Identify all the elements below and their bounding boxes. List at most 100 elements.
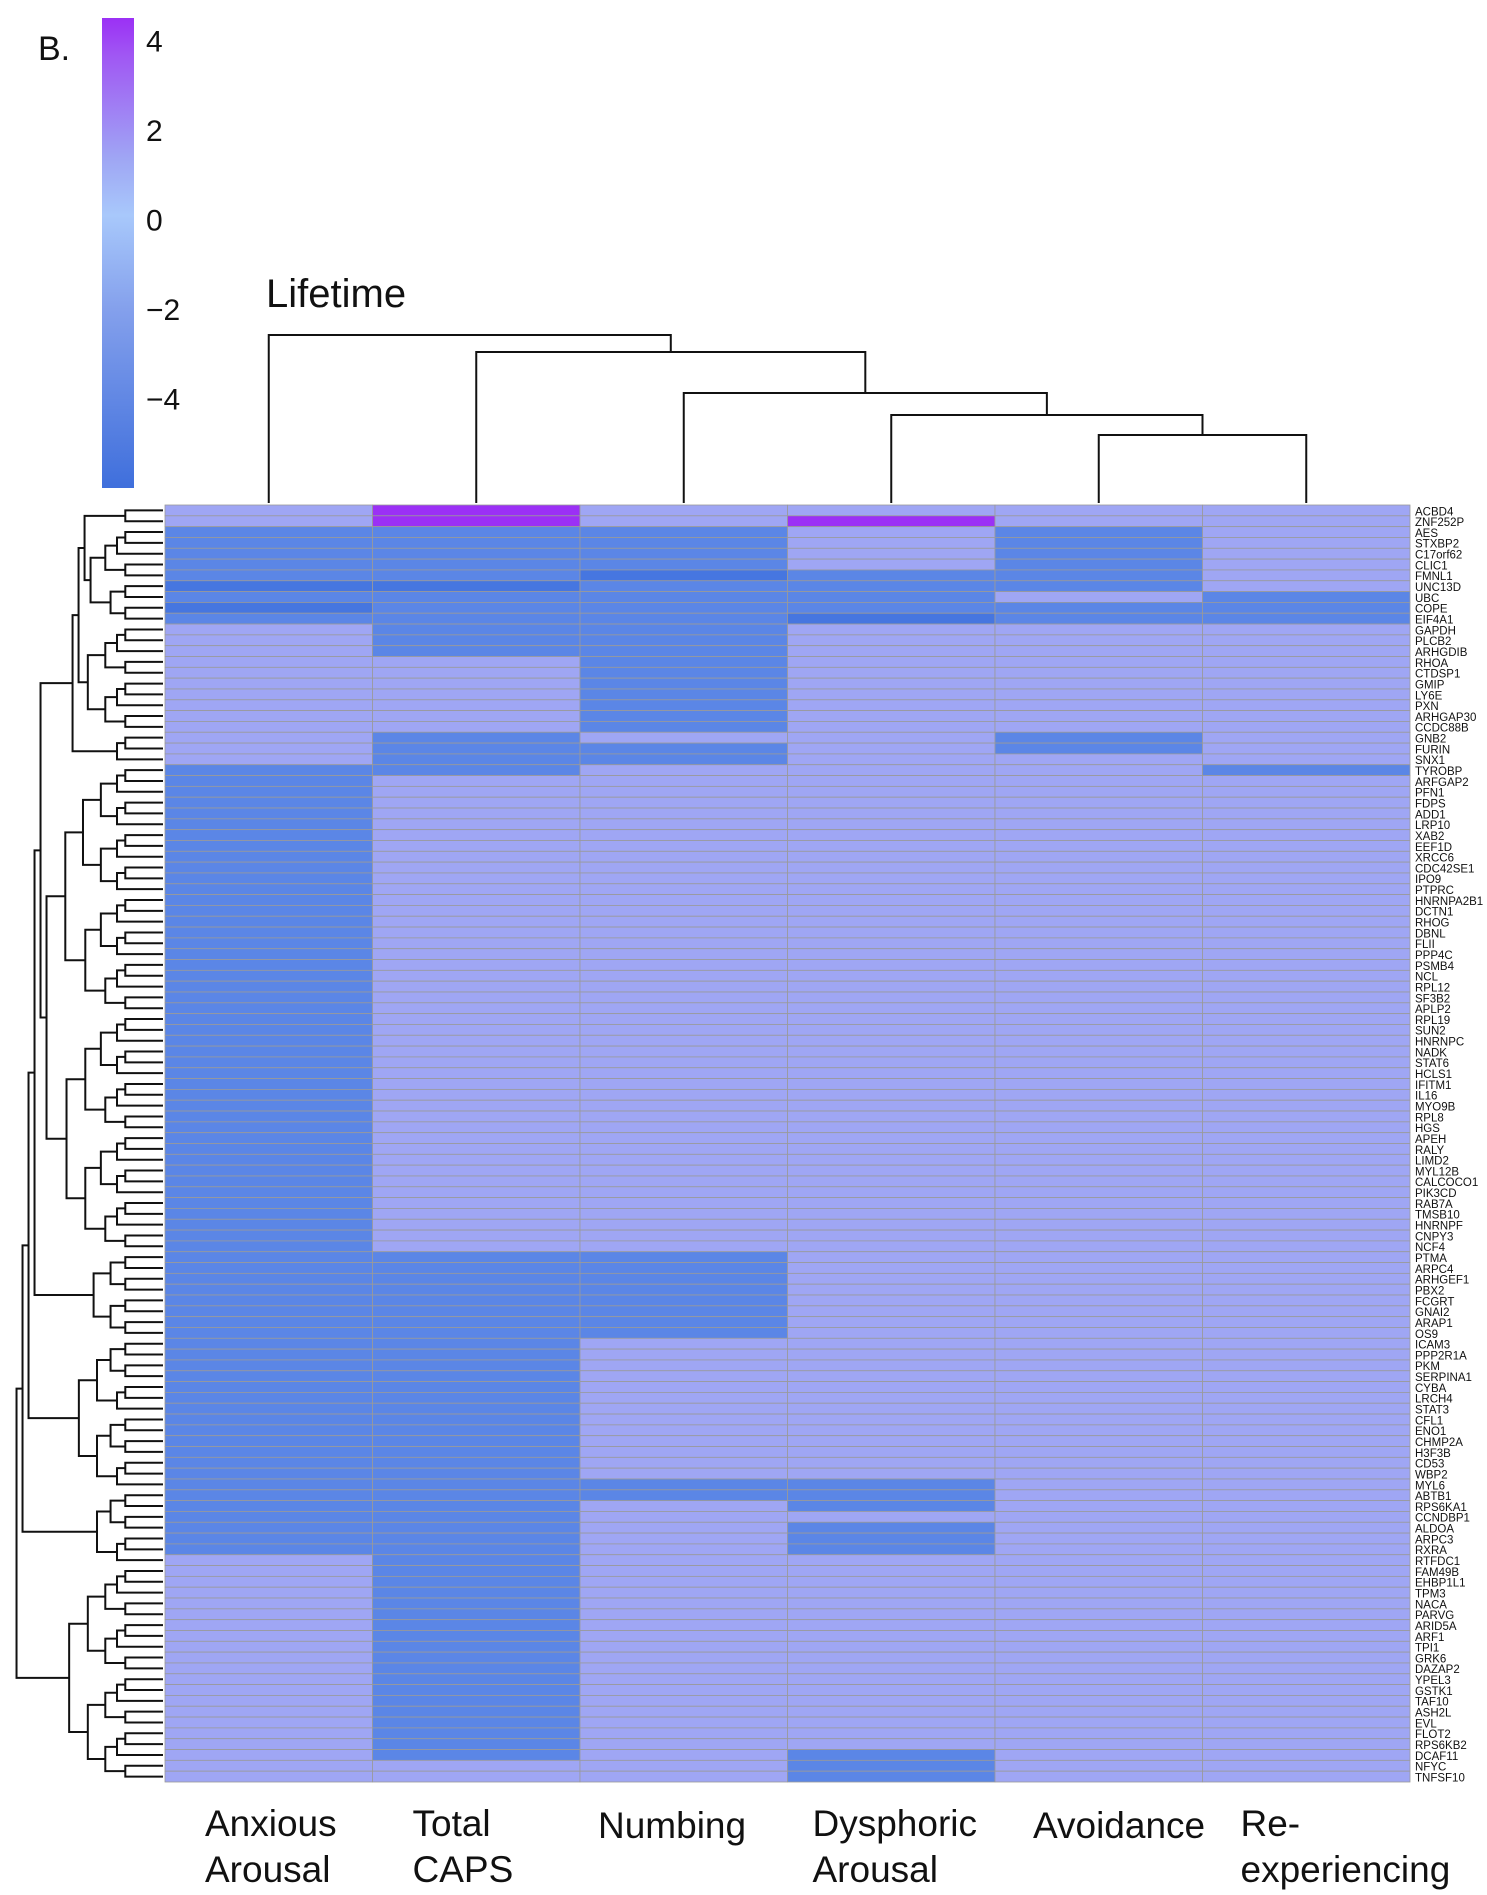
row-label: UBC <box>1415 593 1439 605</box>
heatmap-cell <box>787 1500 996 1512</box>
heatmap-cell <box>579 601 788 614</box>
dendrogram-branch <box>124 1494 163 1508</box>
heatmap-cell <box>787 1716 996 1729</box>
heatmap-cell <box>372 1695 581 1707</box>
heatmap-cell <box>372 1294 581 1307</box>
row-label: CCDC88B <box>1415 723 1469 735</box>
dendrogram-branch <box>124 606 163 620</box>
heatmap-cell <box>579 537 788 549</box>
heatmap-cell <box>164 1770 373 1783</box>
dendrogram-branch <box>84 1166 106 1230</box>
heatmap-cell <box>994 1759 1203 1772</box>
heatmap-cell <box>164 1478 373 1491</box>
dendrogram-branch <box>104 1637 126 1664</box>
heatmap-cell <box>372 1575 581 1588</box>
heatmap-cell <box>372 1456 581 1469</box>
heatmap-cell <box>164 1738 373 1750</box>
row-label: GMIP <box>1415 679 1445 691</box>
heatmap-cell <box>372 666 581 679</box>
heatmap-cell <box>787 1110 996 1123</box>
row-label: APLP2 <box>1415 1004 1451 1016</box>
row-label: C17orf62 <box>1415 550 1462 562</box>
heatmap-cell <box>787 1456 996 1469</box>
row-label: STXBP2 <box>1415 539 1459 551</box>
heatmap-cell <box>372 699 581 712</box>
heatmap-cell <box>579 721 788 733</box>
heatmap-cell <box>372 1143 581 1155</box>
heatmap-cell <box>579 1716 788 1729</box>
heatmap-cell <box>579 829 788 841</box>
heatmap-cell <box>787 721 996 733</box>
heatmap-cell <box>372 1240 581 1253</box>
column-label: Re-experiencing <box>1241 1801 1451 1893</box>
heatmap-cell <box>579 1067 788 1079</box>
heatmap-cell <box>164 1759 373 1772</box>
heatmap-cell <box>164 1511 373 1523</box>
heatmap-cell <box>1202 1359 1411 1372</box>
heatmap-cell <box>579 1759 788 1772</box>
heatmap-cell <box>787 1651 996 1664</box>
dendrogram-branch <box>124 1515 163 1529</box>
heatmap-cell <box>1202 1099 1411 1112</box>
dendrogram-branch <box>124 1656 163 1670</box>
heatmap-cell <box>994 1067 1203 1079</box>
heatmap-cell <box>164 634 373 647</box>
dendrogram-branch <box>475 351 867 503</box>
heatmap-cell <box>994 1175 1203 1188</box>
heatmap-cell <box>372 926 581 939</box>
row-label: RALY <box>1415 1145 1445 1157</box>
heatmap-cell <box>1202 547 1411 560</box>
heatmap-cell <box>1202 1078 1411 1090</box>
row-label: TAF10 <box>1415 1697 1449 1709</box>
dendrogram-branch <box>124 1764 163 1778</box>
row-label: SNX1 <box>1415 755 1445 767</box>
heatmap-cell <box>372 1013 581 1025</box>
heatmap-cell <box>787 1575 996 1588</box>
heatmap-cell <box>994 785 1203 798</box>
heatmap-cell <box>579 1327 788 1339</box>
dendrogram-branch <box>124 1277 163 1291</box>
heatmap-cell <box>579 623 788 636</box>
row-label: FAM49B <box>1415 1567 1459 1579</box>
heatmap-cell <box>372 1738 581 1750</box>
heatmap-cell <box>787 1640 996 1653</box>
heatmap-cell <box>372 969 581 982</box>
heatmap-cell <box>1202 1467 1411 1480</box>
heatmap-cell <box>1202 1316 1411 1328</box>
heatmap-cell <box>1202 764 1411 776</box>
dendrogram-branch <box>124 585 163 598</box>
heatmap-cell <box>994 1110 1203 1123</box>
heatmap-cell <box>994 850 1203 863</box>
heatmap-cell <box>372 677 581 690</box>
dendrogram-branch <box>124 769 163 782</box>
dendrogram-branch <box>116 1629 163 1648</box>
heatmap-cell <box>1202 1186 1411 1199</box>
heatmap-cell <box>579 666 788 679</box>
heatmap-cell <box>579 991 788 1004</box>
heatmap-cell <box>787 504 996 517</box>
dendrogram-branch <box>116 904 163 923</box>
heatmap-cell <box>994 1381 1203 1393</box>
dendrogram-branch <box>124 996 163 1010</box>
heatmap-cell <box>372 1619 581 1631</box>
heatmap-cell <box>994 1662 1203 1675</box>
column-label-line: CAPS <box>412 1849 514 1890</box>
heatmap-cell <box>1202 645 1411 657</box>
heatmap-cell <box>579 959 788 971</box>
heatmap-cell <box>1202 1392 1411 1404</box>
heatmap-cell <box>1202 731 1411 744</box>
heatmap-cell <box>994 688 1203 701</box>
heatmap-cell <box>164 991 373 1004</box>
heatmap-cell <box>372 872 581 885</box>
heatmap-cell <box>579 1511 788 1523</box>
heatmap-cell <box>579 764 788 776</box>
heatmap-cell <box>164 1013 373 1025</box>
heatmap-cell <box>994 666 1203 679</box>
dendrogram-branch <box>89 556 111 604</box>
heatmap-cell <box>579 840 788 852</box>
heatmap-cell <box>994 1489 1203 1502</box>
heatmap-cell <box>372 883 581 895</box>
heatmap-cell <box>579 1575 788 1588</box>
heatmap-cell <box>164 1565 373 1577</box>
heatmap-cell <box>579 612 788 625</box>
